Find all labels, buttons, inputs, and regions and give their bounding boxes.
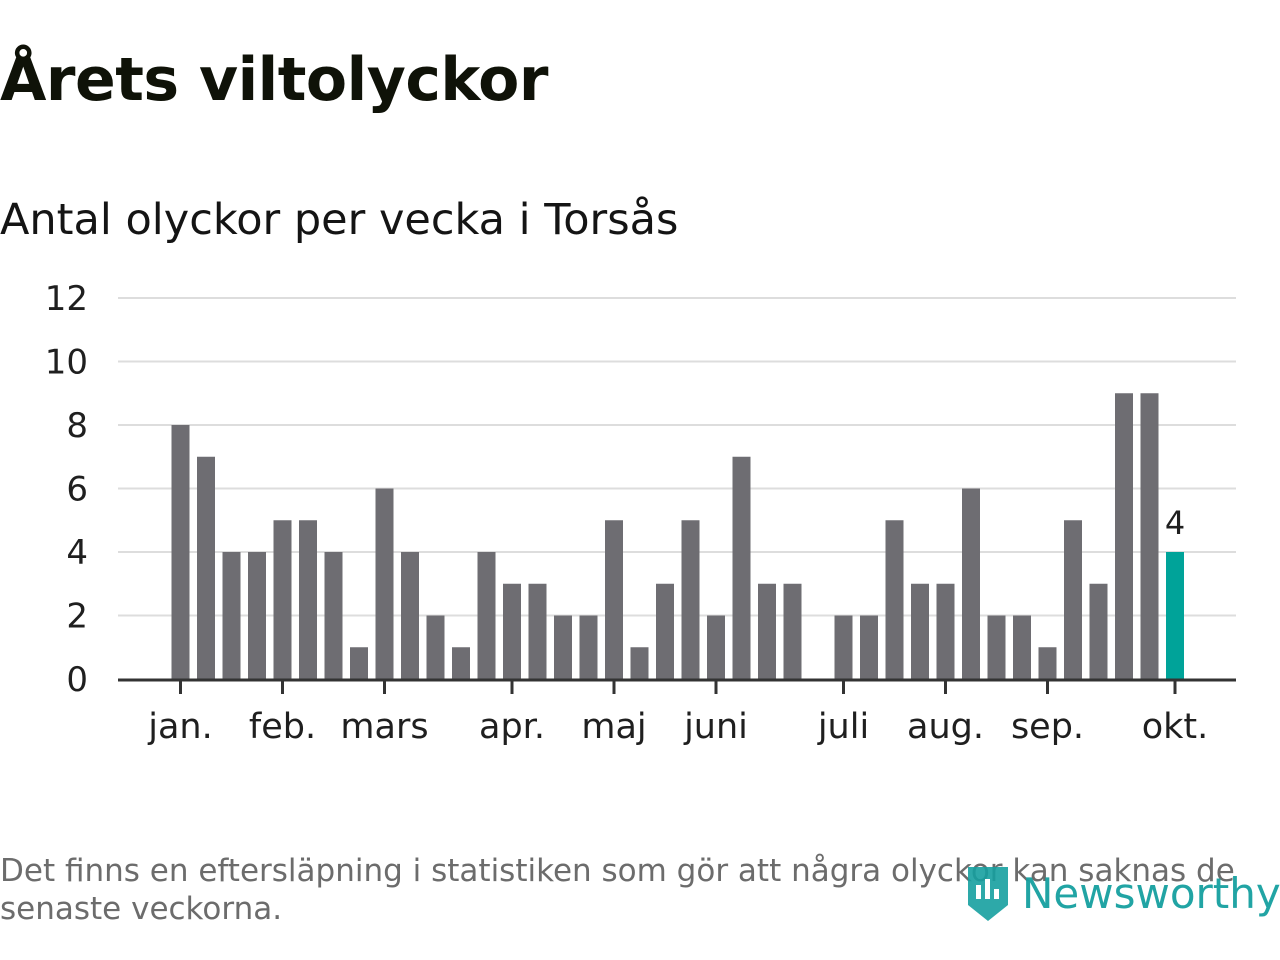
y-axis-tick-labels: 0 2 4 6 8 10 12 bbox=[45, 279, 88, 700]
bar bbox=[885, 520, 904, 679]
month-label: mars bbox=[340, 707, 428, 747]
month-label: jan. bbox=[147, 707, 212, 747]
bar bbox=[707, 615, 725, 679]
bar bbox=[911, 583, 929, 679]
bar bbox=[248, 552, 266, 679]
bar bbox=[477, 552, 496, 679]
bar bbox=[732, 456, 751, 679]
bar bbox=[860, 615, 878, 679]
y-tick-label: 2 bbox=[66, 597, 88, 637]
bar bbox=[1115, 393, 1133, 679]
bar bbox=[1140, 393, 1159, 679]
month-label: juli bbox=[817, 707, 869, 747]
bar bbox=[605, 520, 623, 679]
bar bbox=[171, 425, 190, 679]
bar-highlight bbox=[1166, 552, 1184, 679]
x-axis bbox=[118, 678, 1236, 694]
bar bbox=[962, 488, 980, 679]
bar bbox=[987, 615, 1006, 679]
bar bbox=[579, 615, 598, 679]
bar bbox=[783, 583, 802, 679]
bar bbox=[299, 520, 317, 679]
bar bbox=[656, 583, 674, 679]
bar bbox=[1038, 647, 1057, 679]
bars bbox=[171, 393, 1184, 679]
chart-subtitle: Antal olyckor per vecka i Torsås bbox=[0, 195, 679, 245]
bar bbox=[1064, 520, 1082, 679]
bar bbox=[375, 488, 394, 679]
page-title: Årets viltolyckor bbox=[0, 45, 549, 115]
logo-text: Newsworthy bbox=[1022, 868, 1280, 918]
bar bbox=[681, 520, 700, 679]
y-tick-label: 4 bbox=[66, 533, 88, 573]
bar bbox=[350, 647, 368, 679]
bar bbox=[197, 456, 215, 679]
x-axis-month-labels: jan. feb. mars apr. maj juni juli aug. sep. okt. bbox=[147, 707, 1208, 747]
bar bbox=[528, 583, 547, 679]
bar bbox=[324, 552, 343, 679]
month-label: aug. bbox=[907, 707, 984, 747]
y-tick-label: 10 bbox=[45, 343, 88, 383]
footnote: Det finns en eftersläpning i statistiken… bbox=[0, 853, 1235, 927]
newsworthy-logo[interactable]: Newsworthy bbox=[962, 858, 1280, 928]
month-label: apr. bbox=[479, 707, 545, 747]
bar bbox=[554, 615, 572, 679]
data-label-latest: 4 bbox=[1165, 504, 1185, 542]
bar bbox=[401, 552, 419, 679]
bar bbox=[1089, 583, 1108, 679]
data-labels: 4 bbox=[1165, 504, 1185, 542]
y-tick-label: 6 bbox=[66, 470, 88, 510]
month-label: feb. bbox=[249, 707, 316, 747]
month-label: maj bbox=[581, 707, 646, 747]
bar bbox=[1013, 615, 1031, 679]
bar-chart: 0 2 4 6 8 10 12 jan. feb. mars apr. maj juni juli aug… bbox=[45, 279, 1236, 747]
bar bbox=[426, 615, 445, 679]
month-label: okt. bbox=[1142, 707, 1209, 747]
y-tick-label: 8 bbox=[66, 406, 88, 446]
bar bbox=[758, 583, 776, 679]
bar bbox=[503, 583, 521, 679]
bar bbox=[936, 583, 955, 679]
bar bbox=[273, 520, 292, 679]
bar bbox=[222, 552, 241, 679]
y-tick-label: 0 bbox=[66, 660, 88, 700]
month-label: juni bbox=[683, 707, 748, 747]
bar bbox=[834, 615, 853, 679]
bar bbox=[452, 647, 470, 679]
y-tick-label: 12 bbox=[45, 279, 88, 319]
bar-chart-badge-icon bbox=[968, 867, 1008, 921]
month-label: sep. bbox=[1011, 707, 1084, 747]
bar bbox=[630, 647, 649, 679]
